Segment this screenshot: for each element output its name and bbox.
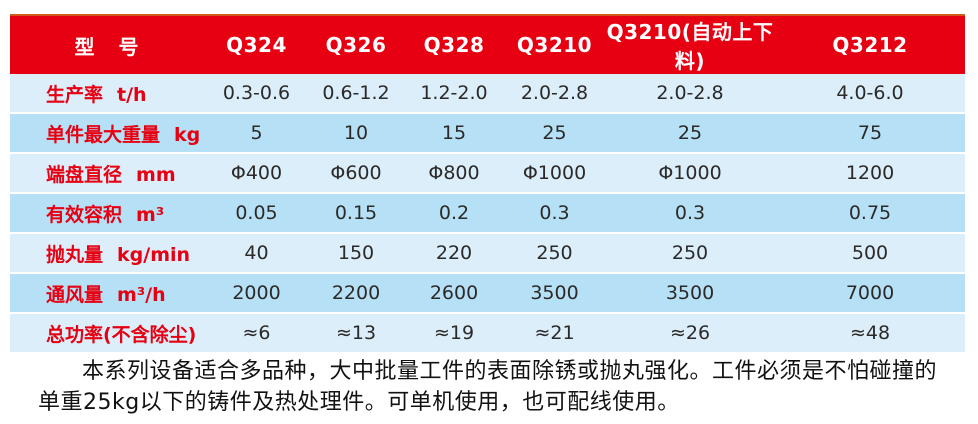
spec-value-cell: 25 bbox=[504, 113, 605, 154]
spec-value-cell: 250 bbox=[605, 233, 775, 274]
spec-unit: mm bbox=[136, 163, 176, 186]
spec-unit: kg/min bbox=[117, 243, 191, 266]
spec-row-label: 有效容积 m³ bbox=[10, 193, 205, 234]
spec-value-cell: 10 bbox=[308, 113, 404, 154]
spec-row: 通风量 m³/h 2000 2200 2600 3500 3500 7000 bbox=[10, 273, 965, 314]
spec-row-label: 抛丸量 kg/min bbox=[10, 233, 205, 274]
spec-row: 生产率 t/h 0.3-0.6 0.6-1.2 1.2-2.0 2.0-2.8 2.0-2.… bbox=[10, 74, 965, 114]
spec-value-cell: 2000 bbox=[205, 273, 308, 314]
spec-value-cell: 2.0-2.8 bbox=[605, 74, 775, 114]
spec-value-cell: Φ400 bbox=[205, 153, 308, 194]
header-model-cell: Q328 bbox=[404, 14, 504, 74]
spec-value-cell: 15 bbox=[404, 113, 504, 154]
header-model-cell: Q324 bbox=[205, 14, 308, 74]
spec-row-label: 通风量 m³/h bbox=[10, 273, 205, 314]
spec-value-cell: ≈26 bbox=[605, 313, 775, 354]
spec-value-cell: 220 bbox=[404, 233, 504, 274]
spec-value-cell: ≈13 bbox=[308, 313, 404, 354]
spec-value-cell: ≈48 bbox=[775, 313, 965, 354]
spec-row: 端盘直径 mm Φ400 Φ600 Φ800 Φ1000 Φ1000 1200 bbox=[10, 153, 965, 194]
spec-name: 端盘直径 bbox=[46, 163, 123, 186]
description-paragraph: 本系列设备适合多品种，大中批量工件的表面除锈或抛丸强化。工件必须是不怕碰撞的单重… bbox=[38, 359, 938, 415]
spec-value-cell: 0.3 bbox=[605, 193, 775, 234]
spec-table: 型 号 Q324 Q326 Q328 Q3210 Q3210(自动上下料) Q3212 生… bbox=[10, 14, 965, 354]
header-model-cell: Q326 bbox=[308, 14, 404, 74]
spec-value-cell: Φ1000 bbox=[504, 153, 605, 194]
spec-value-cell: 5 bbox=[205, 113, 308, 154]
spec-row: 单件最大重量 kg 5 10 15 25 25 75 bbox=[10, 113, 965, 154]
spec-row-label: 端盘直径 mm bbox=[10, 153, 205, 194]
spec-value-cell: 3500 bbox=[605, 273, 775, 314]
spec-value-cell: 0.05 bbox=[205, 193, 308, 234]
spec-value-cell: 4.0-6.0 bbox=[775, 74, 965, 114]
table-header-row: 型 号 Q324 Q326 Q328 Q3210 Q3210(自动上下料) Q3212 bbox=[10, 14, 965, 74]
spec-value-cell: 0.2 bbox=[404, 193, 504, 234]
spec-value-cell: 150 bbox=[308, 233, 404, 274]
header-model-cell: Q3212 bbox=[775, 14, 965, 74]
spec-value-cell: 1.2-2.0 bbox=[404, 74, 504, 114]
header-model-label: 型 号 bbox=[10, 14, 205, 74]
spec-value-cell: 2.0-2.8 bbox=[504, 74, 605, 114]
spec-row: 抛丸量 kg/min 40 150 220 250 250 500 bbox=[10, 233, 965, 274]
header-model-cell: Q3210(自动上下料) bbox=[605, 14, 775, 74]
spec-value-cell: 75 bbox=[775, 113, 965, 154]
spec-row: 有效容积 m³ 0.05 0.15 0.2 0.3 0.3 0.75 bbox=[10, 193, 965, 234]
spec-value-cell: Φ600 bbox=[308, 153, 404, 194]
spec-name: 生产率 bbox=[46, 83, 104, 106]
spec-row-label: 生产率 t/h bbox=[10, 74, 205, 114]
spec-name: 抛丸量 bbox=[46, 243, 104, 266]
spec-value-cell: 500 bbox=[775, 233, 965, 274]
spec-value-cell: 40 bbox=[205, 233, 308, 274]
spec-value-cell: 2200 bbox=[308, 273, 404, 314]
spec-value-cell: 0.6-1.2 bbox=[308, 74, 404, 114]
spec-row-label: 单件最大重量 kg bbox=[10, 113, 205, 154]
spec-value-cell: 250 bbox=[504, 233, 605, 274]
spec-table-body: 生产率 t/h 0.3-0.6 0.6-1.2 1.2-2.0 2.0-2.8 2.0-2.… bbox=[10, 74, 965, 354]
spec-value-cell: 0.75 bbox=[775, 193, 965, 234]
spec-value-cell: 2600 bbox=[404, 273, 504, 314]
spec-unit: kg bbox=[174, 123, 201, 146]
spec-value-cell: 0.15 bbox=[308, 193, 404, 234]
spec-value-cell: 0.3 bbox=[504, 193, 605, 234]
spec-value-cell: 3500 bbox=[504, 273, 605, 314]
spec-unit: t/h bbox=[117, 83, 147, 106]
spec-name: 有效容积 bbox=[46, 203, 123, 226]
spec-row: 总功率(不含除尘) ≈6 ≈13 ≈19 ≈21 ≈26 ≈48 bbox=[10, 313, 965, 354]
spec-value-cell: 1200 bbox=[775, 153, 965, 194]
spec-value-cell: Φ1000 bbox=[605, 153, 775, 194]
spec-unit: m³/h bbox=[117, 283, 166, 306]
header-model-cell: Q3210 bbox=[504, 14, 605, 74]
spec-value-cell: ≈19 bbox=[404, 313, 504, 354]
spec-value-cell: 7000 bbox=[775, 273, 965, 314]
spec-value-cell: ≈6 bbox=[205, 313, 308, 354]
spec-name: 通风量 bbox=[46, 283, 104, 306]
spec-unit: m³ bbox=[136, 203, 165, 226]
spec-value-cell: 0.3-0.6 bbox=[205, 74, 308, 114]
spec-name: 单件最大重量 bbox=[46, 123, 161, 146]
spec-name: 总功率(不含除尘) bbox=[46, 323, 197, 346]
spec-value-cell: 25 bbox=[605, 113, 775, 154]
spec-value-cell: Φ800 bbox=[404, 153, 504, 194]
spec-value-cell: ≈21 bbox=[504, 313, 605, 354]
spec-row-label: 总功率(不含除尘) bbox=[10, 313, 205, 354]
